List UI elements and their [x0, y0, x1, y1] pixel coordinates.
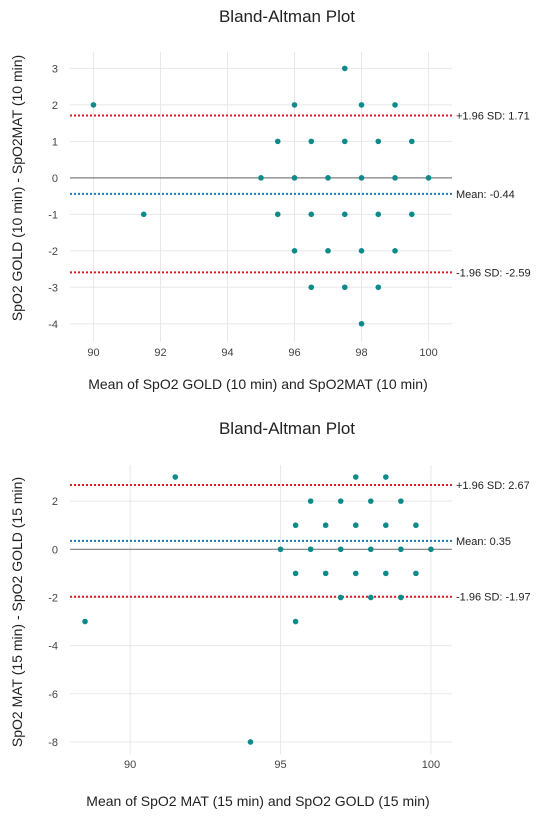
reference-line-label: +1.96 SD: 1.71 [456, 110, 530, 122]
data-point [392, 175, 398, 181]
chart-2-x-axis-label: Mean of SpO2 MAT (15 min) and SpO2 GOLD … [86, 793, 429, 809]
data-point [392, 248, 398, 254]
chart-2-y-axis-label: SpO2 MAT (15 min) - SpO2 GOLD (15 min) [9, 477, 25, 747]
data-point [375, 211, 382, 218]
y-tick-label: 3 [52, 63, 58, 75]
y-tick-label: -3 [48, 282, 58, 294]
y-tick-label: 2 [52, 496, 58, 508]
data-point [307, 546, 314, 553]
y-tick-label: 1 [52, 136, 58, 148]
data-point [341, 211, 348, 218]
data-point [413, 522, 419, 529]
data-point [392, 102, 398, 108]
data-point [337, 546, 344, 553]
data-point [352, 522, 359, 529]
x-tick-label: 100 [419, 347, 437, 359]
chart-2-title: Bland-Altman Plot [219, 419, 355, 438]
chart-1: Bland-Altman Plot SpO2 GOLD (10 min) - S… [9, 7, 531, 392]
data-point [82, 618, 88, 625]
data-point [337, 594, 344, 601]
chart-1-y-axis-label: SpO2 GOLD (10 min) - SpO2MAT (10 min) [9, 55, 25, 321]
y-tick-label: -6 [48, 689, 58, 701]
data-point [375, 284, 382, 291]
data-point [341, 284, 348, 291]
reference-line-label: -1.96 SD: -2.59 [456, 267, 531, 279]
data-point [325, 175, 331, 181]
data-point [172, 474, 179, 480]
x-tick-label: 95 [274, 759, 286, 771]
x-tick-label: 90 [124, 759, 136, 771]
data-point [367, 498, 374, 504]
reference-line-label: Mean: -0.44 [456, 189, 515, 201]
data-point [383, 522, 389, 529]
data-point [383, 570, 389, 577]
data-point [322, 522, 329, 529]
chart-2: Bland-Altman Plot SpO2 MAT (15 min) - Sp… [9, 419, 531, 809]
data-point [413, 570, 419, 577]
data-point [247, 739, 254, 745]
x-tick-label: 90 [87, 347, 99, 359]
data-point [408, 211, 415, 218]
data-point [308, 284, 315, 291]
data-point [337, 498, 344, 504]
y-tick-label: -8 [48, 737, 58, 749]
data-point [398, 498, 404, 504]
x-tick-label: 98 [355, 347, 367, 359]
y-tick-label: 0 [52, 544, 58, 556]
data-point [322, 570, 329, 577]
data-point [291, 248, 298, 254]
data-point [292, 522, 299, 529]
reference-line-label: Mean: 0.35 [456, 536, 511, 548]
data-point [358, 102, 365, 108]
data-point [292, 570, 299, 577]
data-point [408, 138, 415, 145]
data-point [308, 138, 315, 145]
data-point [341, 65, 348, 72]
chart-2-gridlines [70, 465, 452, 754]
data-point [352, 570, 359, 577]
chart-1-x-axis-label: Mean of SpO2 GOLD (10 min) and SpO2MAT (… [88, 376, 428, 392]
data-point [375, 138, 382, 145]
data-point [398, 594, 404, 601]
data-point [367, 546, 374, 553]
y-tick-label: -2 [48, 246, 58, 258]
reference-line-label: +1.96 SD: 2.67 [456, 480, 530, 492]
x-tick-label: 100 [422, 759, 440, 771]
data-point [274, 138, 281, 145]
data-point [277, 546, 284, 553]
data-point [398, 546, 404, 553]
y-tick-label: -2 [48, 592, 58, 604]
data-point [358, 320, 365, 327]
x-tick-label: 92 [154, 347, 166, 359]
data-point [367, 594, 374, 601]
data-point [358, 175, 365, 181]
y-tick-label: -1 [48, 209, 58, 221]
y-tick-label: -4 [48, 641, 58, 653]
chart-1-title: Bland-Altman Plot [219, 7, 355, 26]
y-tick-label: 2 [52, 100, 58, 112]
x-tick-label: 96 [288, 347, 300, 359]
data-point [274, 211, 281, 218]
data-point [325, 248, 331, 254]
data-point [307, 498, 314, 504]
y-tick-label: -4 [48, 319, 58, 331]
chart-1-gridlines [70, 52, 452, 342]
data-point [292, 618, 299, 625]
data-point [383, 474, 389, 480]
data-point [428, 546, 434, 553]
data-point [341, 138, 348, 145]
reference-line-label: -1.96 SD: -1.97 [456, 592, 531, 604]
data-point [90, 102, 97, 108]
y-tick-label: 0 [52, 173, 58, 185]
data-point [140, 211, 147, 218]
data-point [308, 211, 315, 218]
data-point [291, 175, 298, 181]
data-point [352, 474, 359, 480]
data-point [291, 102, 298, 108]
data-point [425, 175, 432, 181]
x-tick-label: 94 [221, 347, 233, 359]
data-point [258, 175, 264, 181]
data-point [358, 248, 365, 254]
